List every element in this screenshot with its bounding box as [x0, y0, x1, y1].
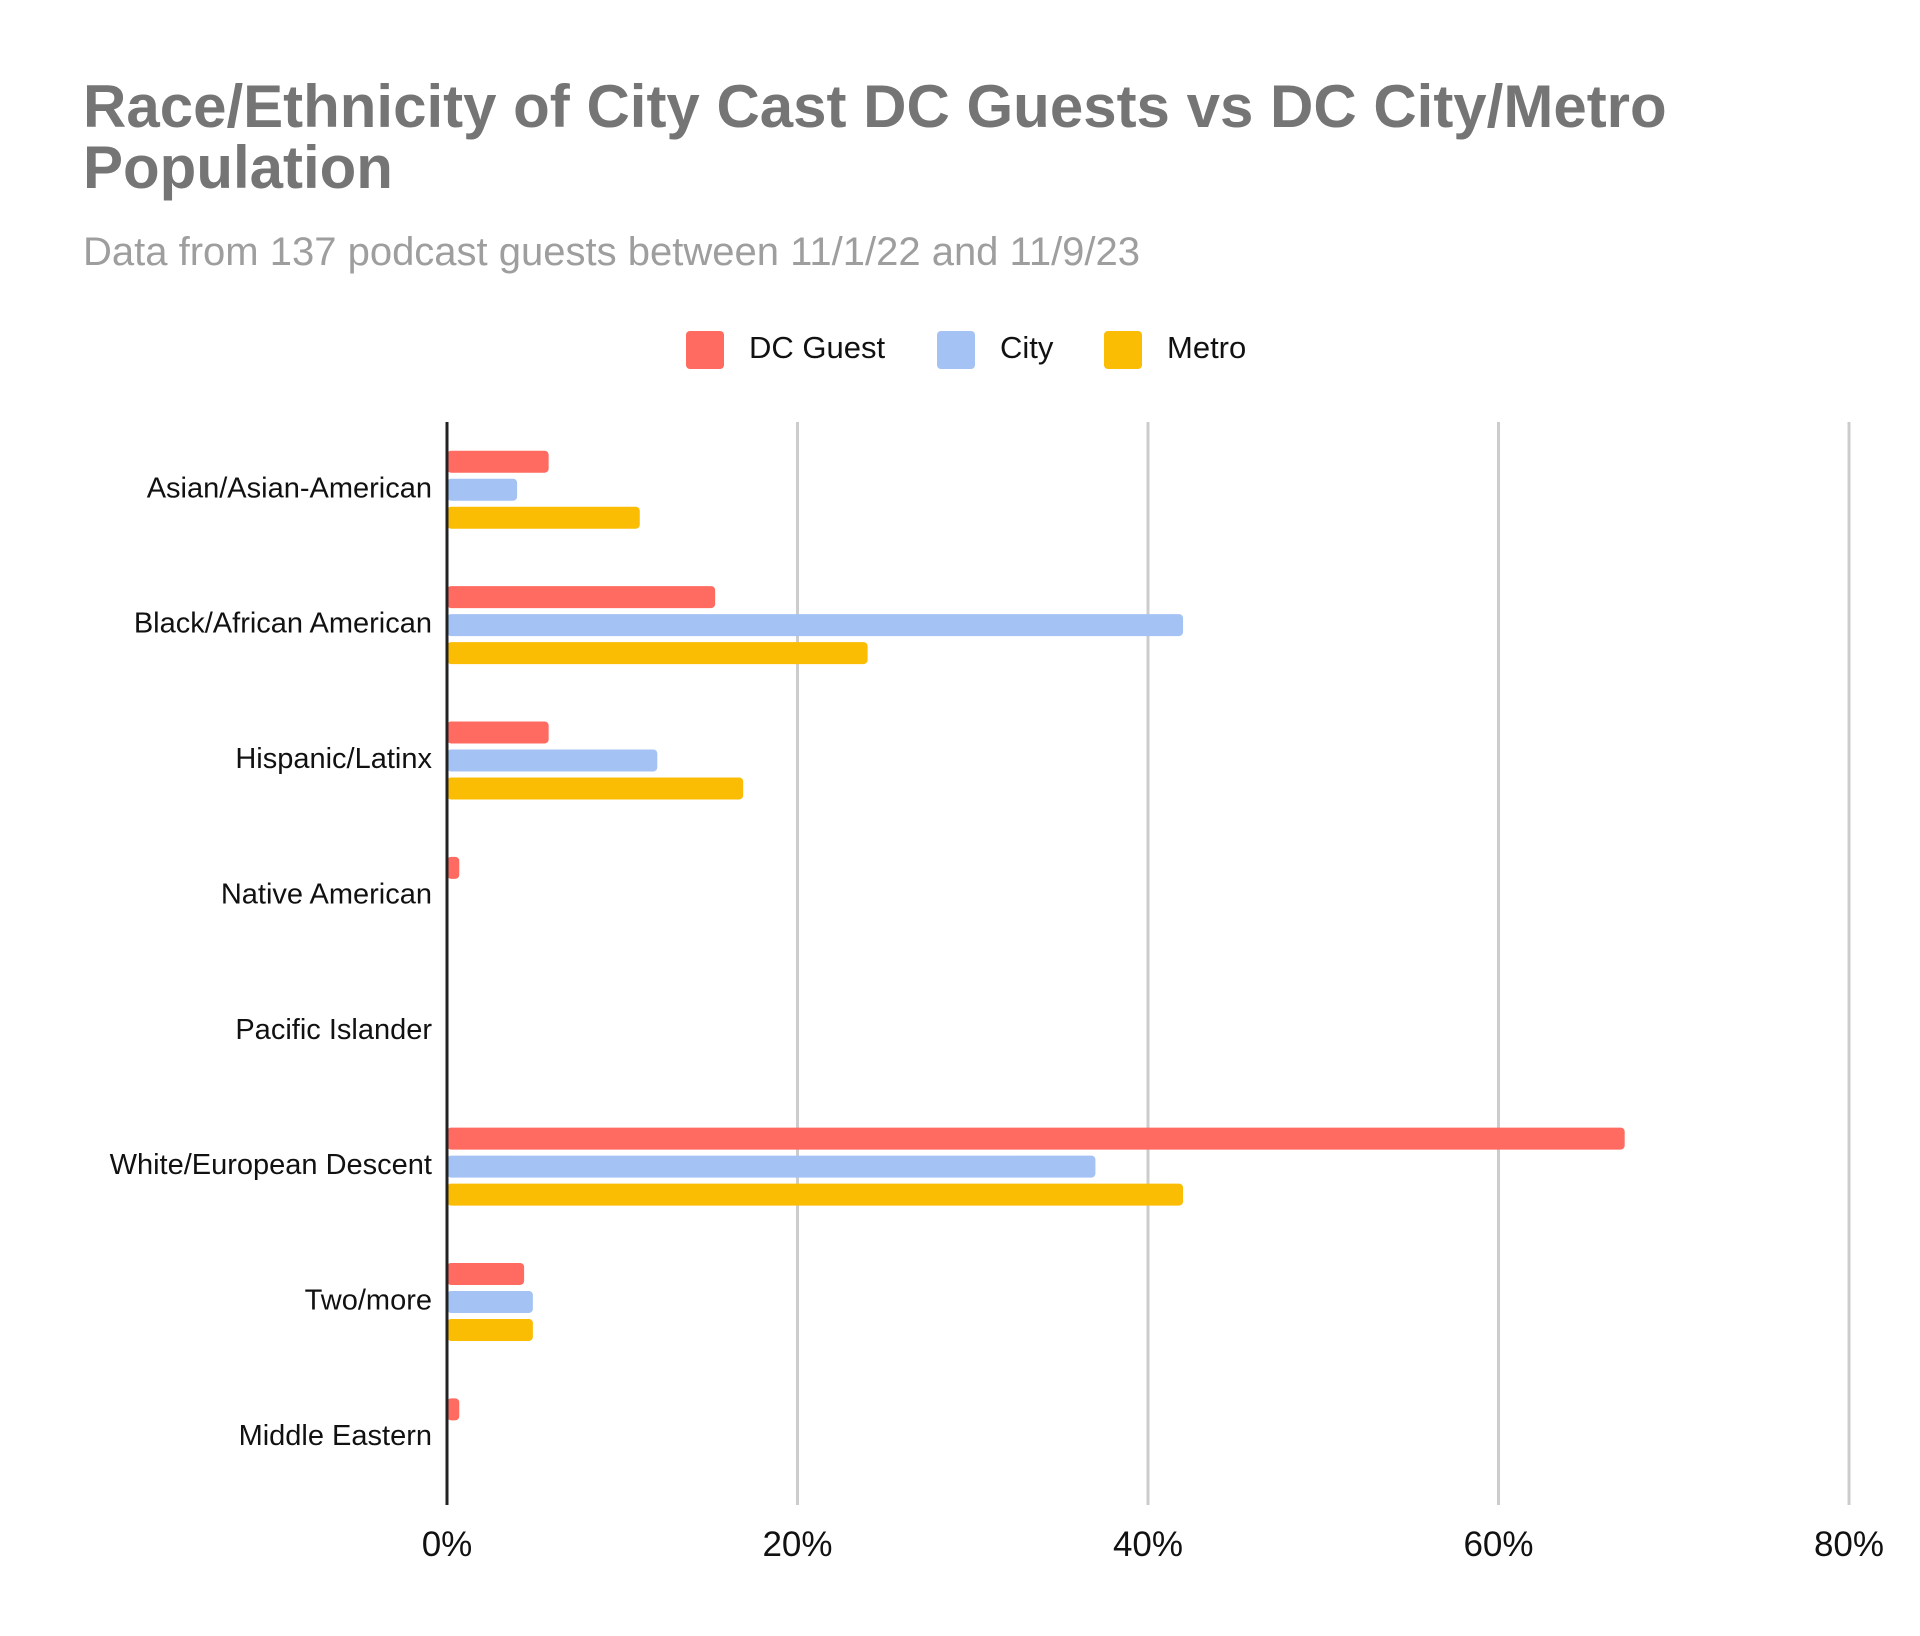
- category-label: Native American: [221, 878, 432, 910]
- category-label: Hispanic/Latinx: [235, 743, 432, 775]
- bar-dc-guest-5: [447, 1127, 1625, 1150]
- bar-city-1: [447, 614, 1184, 637]
- category-labels: Asian/Asian-American Black/African Americ…: [110, 472, 433, 1452]
- category-label: Black/African American: [134, 608, 432, 640]
- bar-city-0: [447, 478, 518, 501]
- x-tick-label: 40%: [1113, 1525, 1183, 1564]
- bar-metro-0: [447, 506, 640, 529]
- bar-dc-guest-0: [447, 450, 549, 473]
- bar-dc-guest-6: [447, 1262, 525, 1285]
- x-tick-label: 0%: [422, 1525, 473, 1564]
- bar-dc-guest-1: [447, 586, 716, 609]
- legend-label: DC Guest: [749, 330, 885, 365]
- bar-metro-5: [447, 1183, 1184, 1206]
- x-tick-label: 60%: [1463, 1525, 1533, 1564]
- bar-metro-6: [447, 1318, 533, 1341]
- x-tick-label: 80%: [1814, 1525, 1884, 1564]
- legend: DC Guest City Metro: [686, 330, 1246, 369]
- category-label: White/European Descent: [110, 1149, 432, 1181]
- bar-dc-guest-7: [447, 1398, 460, 1421]
- gridlines: [796, 422, 1851, 1505]
- bars: [447, 450, 1625, 1421]
- x-tick-label: 20%: [762, 1525, 832, 1564]
- bar-metro-1: [447, 642, 868, 665]
- category-label: Middle Eastern: [239, 1420, 432, 1452]
- category-label: Two/more: [305, 1285, 432, 1317]
- bar-dc-guest-3: [447, 856, 460, 879]
- legend-label: City: [1000, 330, 1054, 365]
- legend-swatch: [1104, 331, 1142, 369]
- bar-city-6: [447, 1290, 533, 1313]
- chart-title: Race/Ethnicity of City Cast DC Guests vs…: [83, 73, 1667, 201]
- legend-swatch: [937, 331, 975, 369]
- bar-city-2: [447, 749, 658, 772]
- x-tick-labels: 0% 20% 40% 60% 80%: [422, 1525, 1884, 1564]
- legend-swatch: [686, 331, 724, 369]
- bar-metro-2: [447, 777, 744, 800]
- legend-label: Metro: [1167, 330, 1246, 365]
- category-label: Pacific Islander: [235, 1014, 432, 1046]
- chart-subtitle: Data from 137 podcast guests between 11/…: [83, 230, 1141, 274]
- category-label: Asian/Asian-American: [147, 472, 432, 504]
- bar-dc-guest-2: [447, 721, 549, 744]
- bar-city-5: [447, 1155, 1096, 1178]
